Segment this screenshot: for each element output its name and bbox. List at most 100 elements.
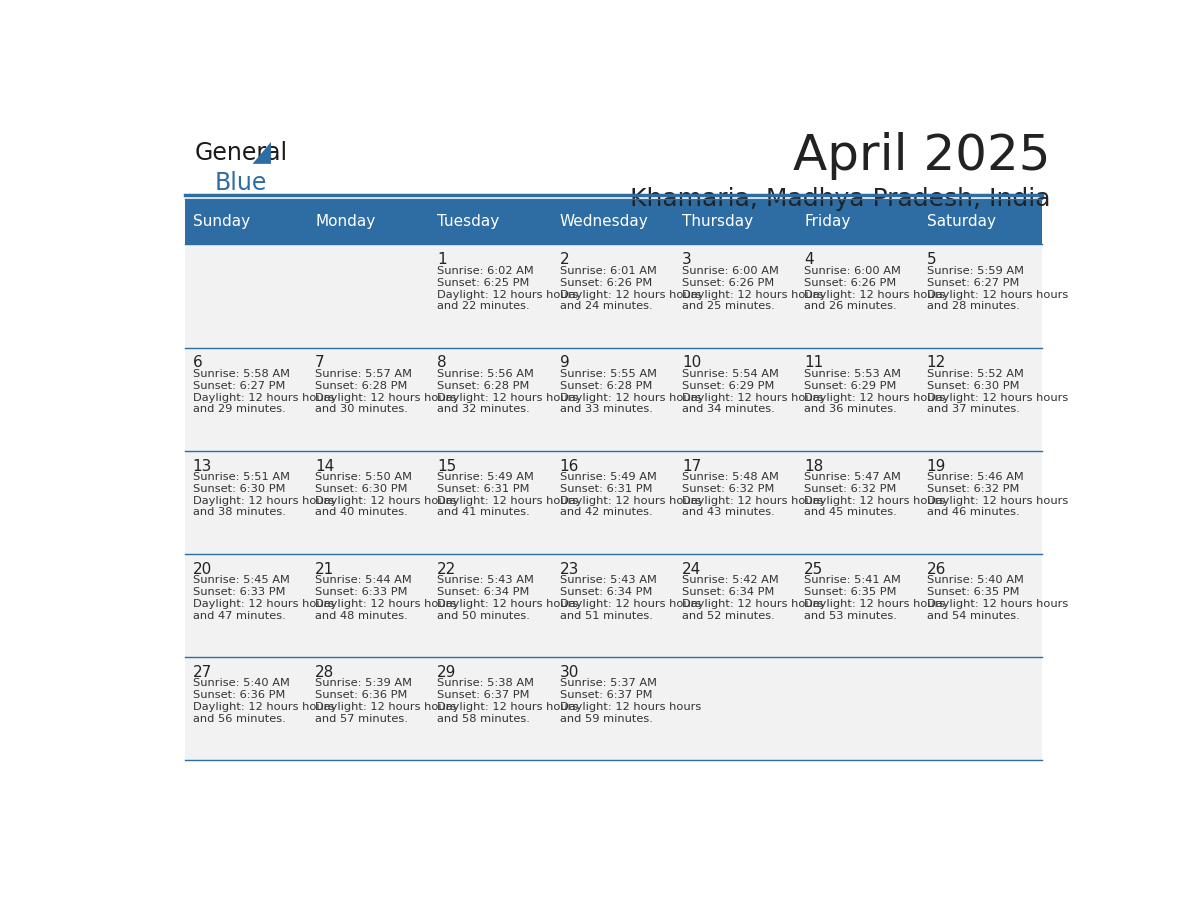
Text: and 48 minutes.: and 48 minutes. [315, 610, 407, 621]
Text: Sunset: 6:34 PM: Sunset: 6:34 PM [560, 588, 652, 598]
Text: and 53 minutes.: and 53 minutes. [804, 610, 897, 621]
Text: Daylight: 12 hours hours: Daylight: 12 hours hours [192, 702, 334, 712]
Text: and 50 minutes.: and 50 minutes. [437, 610, 530, 621]
Bar [430, 198, 552, 244]
Text: and 25 minutes.: and 25 minutes. [682, 301, 775, 311]
Text: and 41 minutes.: and 41 minutes. [437, 508, 530, 518]
Text: Sunrise: 5:43 AM: Sunrise: 5:43 AM [437, 576, 535, 585]
Text: and 38 minutes.: and 38 minutes. [192, 508, 285, 518]
Text: Daylight: 12 hours hours: Daylight: 12 hours hours [682, 599, 823, 610]
Text: Sunrise: 5:52 AM: Sunrise: 5:52 AM [927, 369, 1024, 379]
Bar [920, 348, 1042, 451]
Text: Sunrise: 5:53 AM: Sunrise: 5:53 AM [804, 369, 902, 379]
Text: 5: 5 [927, 252, 936, 267]
Bar [920, 198, 1042, 244]
Bar [185, 348, 308, 451]
Bar [675, 451, 797, 554]
Bar [185, 198, 308, 244]
Text: Sunset: 6:29 PM: Sunset: 6:29 PM [682, 381, 775, 391]
Bar [920, 451, 1042, 554]
Text: and 34 minutes.: and 34 minutes. [682, 404, 775, 414]
Text: Daylight: 12 hours hours: Daylight: 12 hours hours [927, 393, 1068, 403]
Text: Daylight: 12 hours hours: Daylight: 12 hours hours [927, 290, 1068, 299]
Text: Daylight: 12 hours hours: Daylight: 12 hours hours [927, 496, 1068, 506]
Text: 9: 9 [560, 355, 569, 370]
Bar [675, 554, 797, 657]
Text: Sunset: 6:33 PM: Sunset: 6:33 PM [315, 588, 407, 598]
Text: April 2025: April 2025 [794, 132, 1051, 180]
Text: Sunrise: 6:01 AM: Sunrise: 6:01 AM [560, 265, 657, 275]
Text: 23: 23 [560, 562, 579, 577]
Text: 18: 18 [804, 459, 823, 474]
Text: Daylight: 12 hours hours: Daylight: 12 hours hours [315, 496, 456, 506]
Text: Sunset: 6:27 PM: Sunset: 6:27 PM [192, 381, 285, 391]
Text: Sunrise: 5:55 AM: Sunrise: 5:55 AM [560, 369, 657, 379]
Text: Sunrise: 5:47 AM: Sunrise: 5:47 AM [804, 472, 902, 482]
Text: Sunset: 6:27 PM: Sunset: 6:27 PM [927, 277, 1019, 287]
Text: 19: 19 [927, 459, 946, 474]
Text: Daylight: 12 hours hours: Daylight: 12 hours hours [560, 496, 701, 506]
Text: and 29 minutes.: and 29 minutes. [192, 404, 285, 414]
Text: Sunrise: 5:54 AM: Sunrise: 5:54 AM [682, 369, 779, 379]
Text: and 33 minutes.: and 33 minutes. [560, 404, 652, 414]
Text: Sunset: 6:34 PM: Sunset: 6:34 PM [437, 588, 530, 598]
Text: 21: 21 [315, 562, 334, 577]
Text: and 47 minutes.: and 47 minutes. [192, 610, 285, 621]
Text: and 45 minutes.: and 45 minutes. [804, 508, 897, 518]
Text: Monday: Monday [315, 214, 375, 229]
Text: Daylight: 12 hours hours: Daylight: 12 hours hours [437, 496, 579, 506]
Text: 27: 27 [192, 665, 211, 680]
Text: Sunset: 6:29 PM: Sunset: 6:29 PM [804, 381, 897, 391]
Text: and 43 minutes.: and 43 minutes. [682, 508, 775, 518]
Text: Daylight: 12 hours hours: Daylight: 12 hours hours [927, 599, 1068, 610]
Text: Daylight: 12 hours hours: Daylight: 12 hours hours [315, 599, 456, 610]
Text: and 28 minutes.: and 28 minutes. [927, 301, 1019, 311]
Text: 2: 2 [560, 252, 569, 267]
Text: and 58 minutes.: and 58 minutes. [437, 713, 530, 723]
Text: Sunrise: 5:48 AM: Sunrise: 5:48 AM [682, 472, 779, 482]
Text: 29: 29 [437, 665, 456, 680]
Text: Daylight: 12 hours hours: Daylight: 12 hours hours [560, 599, 701, 610]
Text: and 26 minutes.: and 26 minutes. [804, 301, 897, 311]
Text: 14: 14 [315, 459, 334, 474]
Text: Daylight: 12 hours hours: Daylight: 12 hours hours [437, 393, 579, 403]
Text: Daylight: 12 hours hours: Daylight: 12 hours hours [682, 496, 823, 506]
Bar [552, 244, 675, 348]
Text: 4: 4 [804, 252, 814, 267]
Text: Sunset: 6:37 PM: Sunset: 6:37 PM [437, 690, 530, 700]
Text: Sunset: 6:28 PM: Sunset: 6:28 PM [437, 381, 530, 391]
Bar [430, 451, 552, 554]
Text: Sunset: 6:35 PM: Sunset: 6:35 PM [927, 588, 1019, 598]
Bar [920, 657, 1042, 760]
Text: Sunset: 6:26 PM: Sunset: 6:26 PM [560, 277, 652, 287]
Text: and 46 minutes.: and 46 minutes. [927, 508, 1019, 518]
Text: Daylight: 12 hours hours: Daylight: 12 hours hours [192, 496, 334, 506]
Text: 13: 13 [192, 459, 213, 474]
Text: Sunrise: 5:58 AM: Sunrise: 5:58 AM [192, 369, 290, 379]
Text: 24: 24 [682, 562, 701, 577]
Text: Daylight: 12 hours hours: Daylight: 12 hours hours [315, 702, 456, 712]
Bar [308, 198, 430, 244]
Text: Sunset: 6:31 PM: Sunset: 6:31 PM [560, 484, 652, 494]
Text: Sunrise: 5:43 AM: Sunrise: 5:43 AM [560, 576, 657, 585]
Text: Sunset: 6:28 PM: Sunset: 6:28 PM [315, 381, 407, 391]
Text: Daylight: 12 hours hours: Daylight: 12 hours hours [804, 496, 946, 506]
Text: Sunrise: 5:40 AM: Sunrise: 5:40 AM [927, 576, 1024, 585]
Text: Sunset: 6:30 PM: Sunset: 6:30 PM [927, 381, 1019, 391]
Text: Sunrise: 5:45 AM: Sunrise: 5:45 AM [192, 576, 290, 585]
Text: 10: 10 [682, 355, 701, 370]
Text: Daylight: 12 hours hours: Daylight: 12 hours hours [437, 599, 579, 610]
Bar [430, 554, 552, 657]
Text: Daylight: 12 hours hours: Daylight: 12 hours hours [560, 702, 701, 712]
Text: 7: 7 [315, 355, 324, 370]
Text: Sunrise: 5:49 AM: Sunrise: 5:49 AM [560, 472, 657, 482]
Text: Tuesday: Tuesday [437, 214, 500, 229]
Text: Daylight: 12 hours hours: Daylight: 12 hours hours [682, 290, 823, 299]
Text: Sunrise: 6:00 AM: Sunrise: 6:00 AM [804, 265, 902, 275]
Text: and 22 minutes.: and 22 minutes. [437, 301, 530, 311]
Bar [797, 554, 920, 657]
Text: Sunset: 6:36 PM: Sunset: 6:36 PM [315, 690, 407, 700]
Bar [675, 657, 797, 760]
Bar [675, 244, 797, 348]
Text: Sunset: 6:31 PM: Sunset: 6:31 PM [437, 484, 530, 494]
